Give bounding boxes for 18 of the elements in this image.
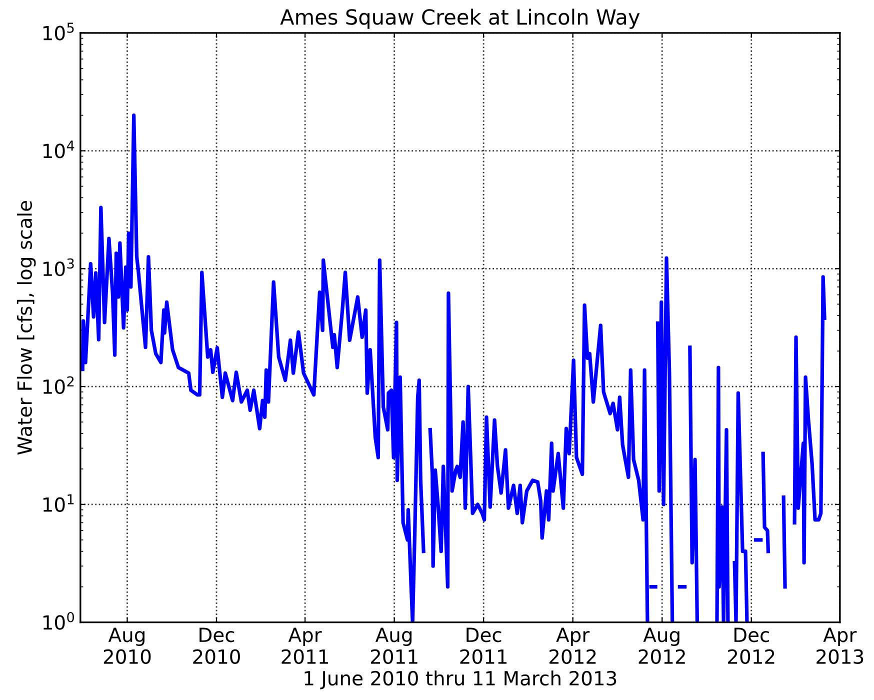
x-tick-label: Aug 2011: [370, 628, 418, 664]
x-axis-title: 1 June 2010 thru 11 March 2013: [304, 670, 616, 690]
x-tick-label: Apr 2011: [282, 628, 328, 664]
y-tick-label: 10$^{3}$: [43, 258, 74, 276]
y-tick-label: 10$^{2}$: [43, 376, 74, 394]
y-tick-label: 10$^{0}$: [43, 612, 74, 630]
x-tick-label: Dec 2010: [193, 628, 240, 664]
x-tick-label: Aug 2010: [104, 628, 151, 664]
x-tick-label: Aug 2012: [638, 628, 685, 664]
y-tick-label: 10$^{4}$: [43, 140, 74, 158]
x-tick-label: Dec 2011: [460, 628, 507, 664]
y-tick-label: 10$^{1}$: [43, 494, 74, 512]
y-tick-label: 10$^{5}$: [43, 22, 74, 40]
x-tick-label: Dec 2012: [728, 628, 774, 664]
x-tick-label: Apr 2013: [816, 628, 864, 664]
y-axis-title: Water Flow [cfs], log scale: [16, 200, 36, 455]
chart-title: Ames Squaw Creek at Lincoln Way: [280, 8, 640, 29]
x-tick-label: Apr 2012: [550, 628, 596, 664]
